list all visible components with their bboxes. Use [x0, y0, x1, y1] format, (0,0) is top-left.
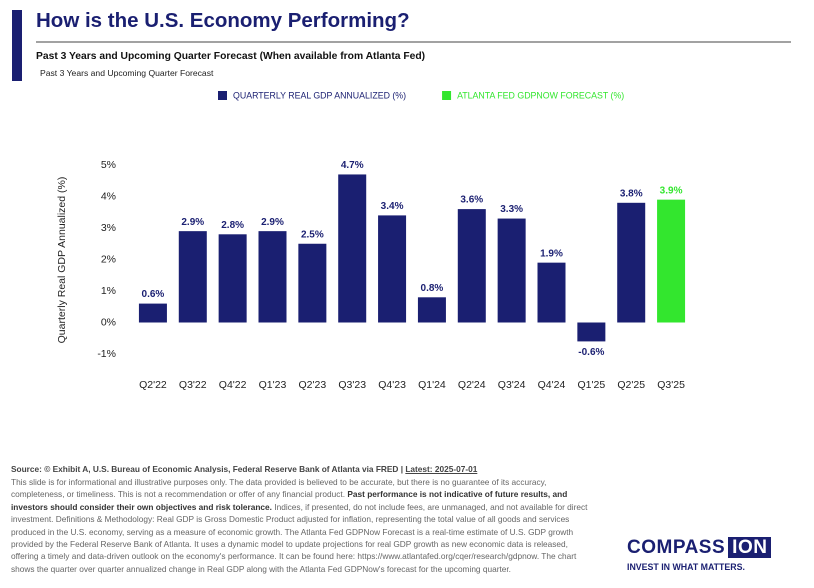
- data-label: 3.8%: [620, 188, 643, 199]
- y-tick-label: 5%: [101, 159, 116, 171]
- bar: [577, 322, 606, 342]
- note: Past 3 Years and Upcoming Quarter Foreca…: [40, 68, 214, 78]
- y-tick-label: 4%: [101, 190, 116, 202]
- source: Source: © Exhibit A, U.S. Bureau of Econ…: [11, 464, 477, 474]
- data-label: 3.6%: [460, 195, 483, 206]
- bar: [417, 297, 446, 323]
- x-tick-label: Q3'23: [338, 379, 366, 391]
- disclaimer-bold: Past performance is not indicative of fu…: [11, 489, 568, 512]
- y-tick-label: 3%: [101, 222, 116, 234]
- y-tick-label: -1%: [97, 348, 116, 360]
- x-tick-label: Q1'24: [418, 379, 446, 391]
- data-label: 2.9%: [181, 217, 204, 228]
- legend-label: QUARTERLY REAL GDP ANNUALIZED (%): [233, 90, 406, 100]
- bar: [378, 215, 407, 323]
- bar: [338, 174, 367, 323]
- x-tick-label: Q4'23: [378, 379, 406, 391]
- x-tick-label: Q1'23: [259, 379, 287, 391]
- data-label: 3.9%: [660, 185, 683, 196]
- data-label: 2.9%: [261, 217, 284, 228]
- bar: [298, 243, 327, 323]
- latest-date: Latest: 2025-07-01: [405, 464, 478, 474]
- data-label: 0.6%: [142, 289, 165, 300]
- y-tick-label: 2%: [101, 253, 116, 265]
- y-axis-label: Quarterly Real GDP Annualized (%): [56, 177, 68, 344]
- logo-word: COMPASS: [627, 537, 726, 558]
- data-label: -0.6%: [578, 347, 604, 358]
- x-tick-label: Q4'24: [538, 379, 566, 391]
- data-label: 0.8%: [421, 283, 444, 294]
- x-tick-label: Q2'25: [617, 379, 645, 391]
- x-tick-label: Q3'22: [179, 379, 207, 391]
- bar: [457, 209, 486, 323]
- logo-tagline: INVEST IN WHAT MATTERS.: [627, 562, 745, 572]
- legend-swatch: [218, 91, 227, 100]
- logo: COMPASS ION INVEST IN WHAT MATTERS.: [627, 537, 792, 572]
- source-text: Source: © Exhibit A, U.S. Bureau of Econ…: [11, 464, 404, 474]
- bar: [657, 199, 686, 323]
- x-tick-label: Q4'22: [219, 379, 247, 391]
- bar: [537, 262, 566, 323]
- data-label: 4.7%: [341, 160, 364, 171]
- x-tick-label: Q2'24: [458, 379, 486, 391]
- y-tick-label: 0%: [101, 316, 116, 328]
- data-label: 2.8%: [221, 220, 244, 231]
- x-tick-label: Q2'22: [139, 379, 167, 391]
- bar: [178, 231, 207, 323]
- subtitle: Past 3 Years and Upcoming Quarter Foreca…: [36, 51, 426, 62]
- disclaimer-text: This slide is for informational and illu…: [11, 477, 547, 500]
- legend-label: ATLANTA FED GDPNOW FORECAST (%): [457, 90, 624, 100]
- logo-highlight: ION: [728, 537, 772, 558]
- x-tick-label: Q3'24: [498, 379, 526, 391]
- bar: [617, 202, 646, 323]
- bar: [218, 234, 247, 323]
- disclaimer: This slide is for informational and illu…: [11, 476, 595, 575]
- x-tick-label: Q2'23: [299, 379, 327, 391]
- x-tick-label: Q1'25: [578, 379, 606, 391]
- logo-name: COMPASS ION: [627, 537, 792, 559]
- data-label: 3.3%: [500, 204, 523, 215]
- y-tick-label: 1%: [101, 285, 116, 297]
- disclaimer-text: Indices, if presented, do not include fe…: [11, 501, 588, 574]
- data-label: 3.4%: [381, 201, 404, 212]
- accent-bar: [12, 10, 22, 81]
- bar: [138, 303, 167, 323]
- data-label: 2.5%: [301, 229, 324, 240]
- title: How is the U.S. Economy Performing?: [36, 9, 410, 32]
- x-tick-label: Q3'25: [657, 379, 685, 391]
- bar: [258, 231, 287, 323]
- data-label: 1.9%: [540, 248, 563, 259]
- legend-swatch: [442, 91, 452, 100]
- bar: [497, 218, 526, 323]
